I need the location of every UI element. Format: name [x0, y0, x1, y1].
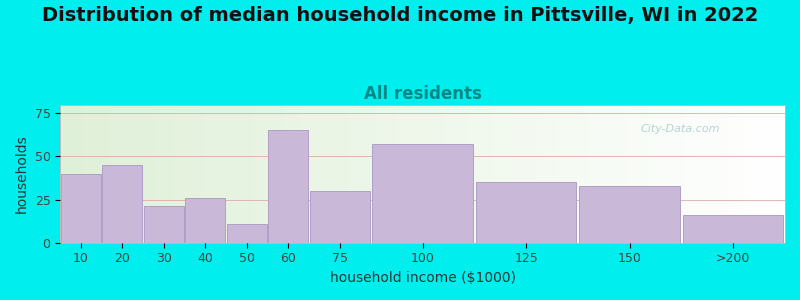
Bar [185, 198, 226, 243]
Text: Distribution of median household income in Pittsville, WI in 2022: Distribution of median household income … [42, 6, 758, 25]
Bar [102, 165, 142, 243]
Y-axis label: households: households [15, 134, 29, 213]
Bar [226, 224, 266, 243]
Bar [61, 174, 101, 243]
Bar [683, 215, 783, 243]
Text: City-Data.com: City-Data.com [640, 124, 719, 134]
Bar [310, 191, 370, 243]
Title: All residents: All residents [364, 85, 482, 103]
Bar [579, 186, 680, 243]
Bar [476, 182, 576, 243]
Bar [268, 130, 308, 243]
Bar [373, 144, 473, 243]
X-axis label: household income ($1000): household income ($1000) [330, 271, 516, 285]
Bar [144, 206, 184, 243]
